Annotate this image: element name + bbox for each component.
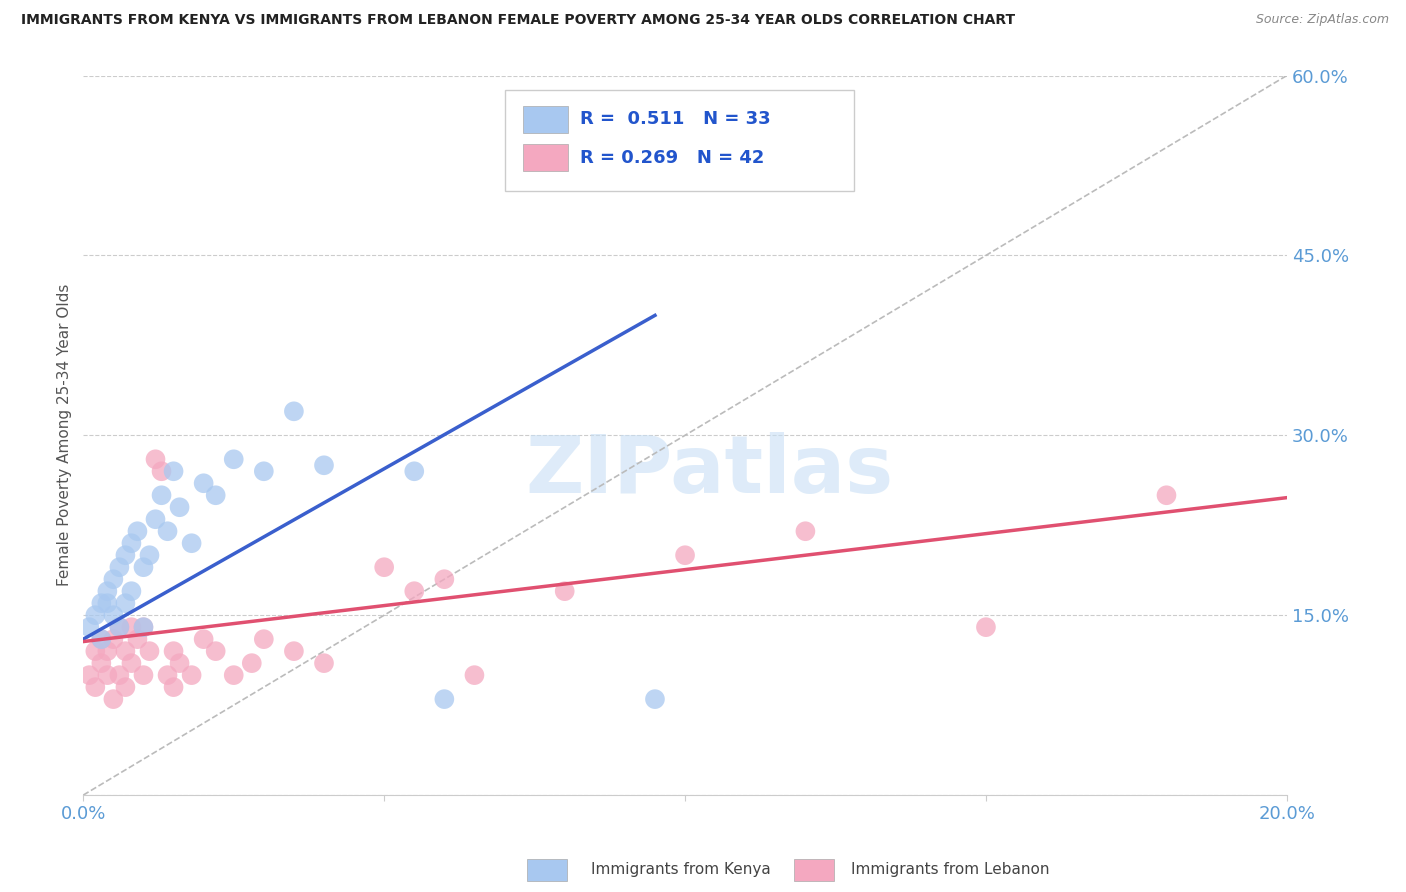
- Point: [404, 584, 426, 599]
- Point: [162, 680, 184, 694]
- Point: [222, 452, 245, 467]
- Point: [90, 632, 112, 647]
- Point: [114, 596, 136, 610]
- Point: [150, 488, 173, 502]
- Point: [312, 458, 335, 473]
- Y-axis label: Female Poverty Among 25-34 Year Olds: Female Poverty Among 25-34 Year Olds: [58, 285, 72, 586]
- Point: [114, 680, 136, 694]
- Point: [193, 632, 215, 647]
- Point: [404, 464, 426, 478]
- Point: [108, 620, 131, 634]
- Point: [253, 632, 276, 647]
- Text: IMMIGRANTS FROM KENYA VS IMMIGRANTS FROM LEBANON FEMALE POVERTY AMONG 25-34 YEAR: IMMIGRANTS FROM KENYA VS IMMIGRANTS FROM…: [21, 13, 1015, 28]
- Text: R = 0.269   N = 42: R = 0.269 N = 42: [581, 149, 765, 167]
- Point: [90, 632, 112, 647]
- Point: [644, 692, 666, 706]
- Point: [108, 668, 131, 682]
- Point: [114, 548, 136, 562]
- Point: [150, 464, 173, 478]
- Point: [145, 512, 167, 526]
- Point: [132, 620, 155, 634]
- Point: [162, 464, 184, 478]
- Point: [204, 488, 226, 502]
- Point: [96, 668, 118, 682]
- Point: [132, 668, 155, 682]
- Point: [120, 584, 142, 599]
- Point: [433, 692, 456, 706]
- FancyBboxPatch shape: [523, 144, 568, 171]
- Point: [974, 620, 997, 634]
- Point: [162, 644, 184, 658]
- Point: [312, 656, 335, 670]
- Point: [108, 620, 131, 634]
- Point: [156, 524, 179, 539]
- Point: [253, 464, 276, 478]
- Point: [138, 548, 160, 562]
- Point: [204, 644, 226, 658]
- Point: [103, 608, 125, 623]
- Point: [96, 584, 118, 599]
- Point: [84, 680, 107, 694]
- Point: [132, 560, 155, 574]
- FancyBboxPatch shape: [523, 106, 568, 133]
- Point: [114, 644, 136, 658]
- Point: [156, 668, 179, 682]
- Point: [1156, 488, 1178, 502]
- FancyBboxPatch shape: [505, 90, 853, 191]
- Point: [283, 644, 305, 658]
- Point: [127, 632, 149, 647]
- Point: [103, 572, 125, 586]
- Point: [169, 500, 191, 515]
- Point: [96, 644, 118, 658]
- Point: [103, 632, 125, 647]
- Point: [240, 656, 263, 670]
- Point: [222, 668, 245, 682]
- Point: [794, 524, 817, 539]
- Point: [90, 656, 112, 670]
- Text: Source: ZipAtlas.com: Source: ZipAtlas.com: [1256, 13, 1389, 27]
- Point: [193, 476, 215, 491]
- Point: [120, 656, 142, 670]
- Point: [79, 668, 101, 682]
- Text: ZIPatlas: ZIPatlas: [524, 433, 893, 510]
- Point: [120, 620, 142, 634]
- Point: [180, 536, 202, 550]
- Point: [79, 620, 101, 634]
- Point: [373, 560, 395, 574]
- Point: [132, 620, 155, 634]
- Point: [180, 668, 202, 682]
- Point: [103, 692, 125, 706]
- Point: [169, 656, 191, 670]
- Point: [433, 572, 456, 586]
- Text: Immigrants from Kenya: Immigrants from Kenya: [591, 863, 770, 877]
- Text: Immigrants from Lebanon: Immigrants from Lebanon: [851, 863, 1049, 877]
- Point: [554, 584, 576, 599]
- Point: [84, 608, 107, 623]
- Point: [96, 596, 118, 610]
- Point: [463, 668, 485, 682]
- Point: [120, 536, 142, 550]
- Point: [283, 404, 305, 418]
- Point: [138, 644, 160, 658]
- Point: [90, 596, 112, 610]
- Point: [127, 524, 149, 539]
- Point: [673, 548, 696, 562]
- Point: [108, 560, 131, 574]
- Point: [84, 644, 107, 658]
- Point: [145, 452, 167, 467]
- Text: R =  0.511   N = 33: R = 0.511 N = 33: [581, 111, 770, 128]
